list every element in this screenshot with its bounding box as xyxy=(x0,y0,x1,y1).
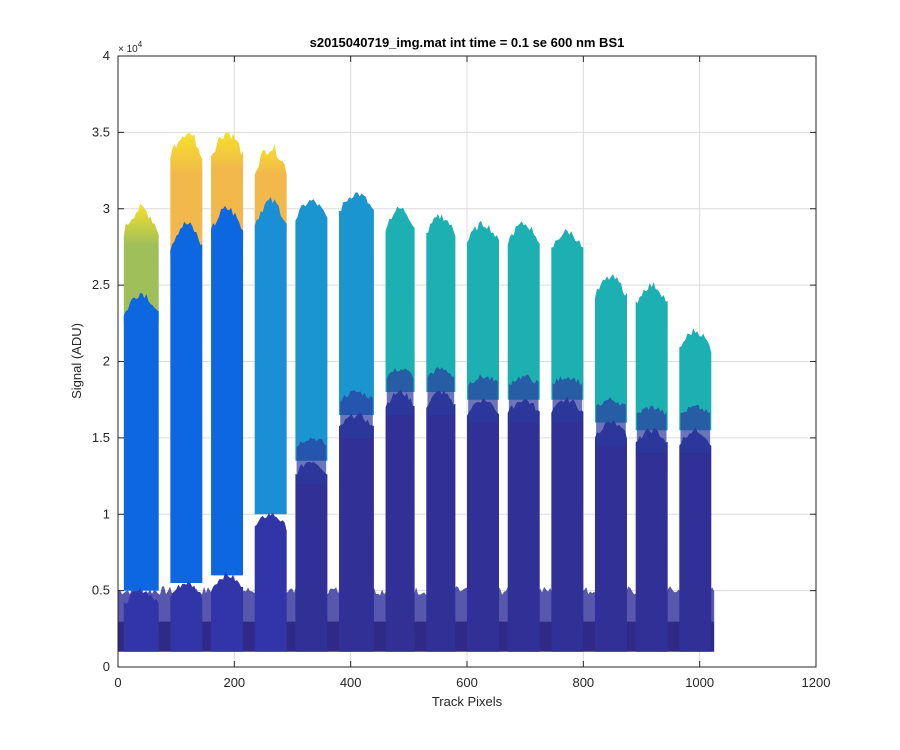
track-13 xyxy=(635,282,668,652)
y-tick-label-3: 1.5 xyxy=(92,430,110,445)
track-13-mid xyxy=(636,405,667,454)
track-10-low xyxy=(507,399,540,652)
track-1-low xyxy=(123,588,159,652)
track-7-mid xyxy=(386,367,414,415)
chart-title: s2015040719_img.mat int time = 0.1 se 60… xyxy=(310,35,625,50)
y-tick-label-7: 3.5 xyxy=(92,124,110,139)
track-12 xyxy=(594,274,627,652)
track-2-blue xyxy=(170,221,203,583)
track-6 xyxy=(339,192,374,652)
track-12-low xyxy=(594,420,627,652)
y-exponent-label: × 104 xyxy=(118,40,143,55)
track-8-mid xyxy=(427,367,455,415)
track-9-mid xyxy=(468,374,498,423)
track-3 xyxy=(211,132,244,652)
track-2-low xyxy=(170,581,203,652)
track-9-low xyxy=(467,398,499,652)
y-tick-label-6: 3 xyxy=(103,201,110,216)
x-axis-label: Track Pixels xyxy=(432,694,503,709)
y-tick-label-5: 2.5 xyxy=(92,277,110,292)
track-6-low xyxy=(339,412,374,652)
track-10-body xyxy=(507,221,540,400)
track-6-mid xyxy=(340,390,373,438)
x-tick-label-4: 800 xyxy=(572,675,594,690)
x-tick-label-0: 0 xyxy=(114,675,121,690)
track-13-body xyxy=(635,282,668,431)
track-14-body xyxy=(679,328,712,431)
track-5-mid xyxy=(296,437,327,484)
y-tick-label-2: 1 xyxy=(103,506,110,521)
track-8-body xyxy=(426,214,456,393)
track-10 xyxy=(507,221,540,652)
x-tick-label-6: 1200 xyxy=(802,675,831,690)
y-exponent-base: × 10 xyxy=(118,44,138,55)
y-tick-label-4: 2 xyxy=(103,354,110,369)
track-1-peak xyxy=(123,203,159,324)
track-4-low xyxy=(254,512,287,652)
track-8-low xyxy=(426,390,456,652)
track-7 xyxy=(385,206,415,652)
track-2-peak xyxy=(170,132,203,255)
y-axis-label: Signal (ADU) xyxy=(69,323,84,399)
track-4 xyxy=(254,144,287,652)
track-7-body xyxy=(385,206,415,393)
track-14-mid xyxy=(680,404,711,454)
track-10-mid xyxy=(508,374,539,423)
track-11 xyxy=(551,229,584,652)
track-6-body xyxy=(339,192,374,415)
track-1-blue xyxy=(123,293,159,591)
y-tick-label-1: 0.5 xyxy=(92,583,110,598)
track-9 xyxy=(467,220,499,652)
track-5-body xyxy=(295,199,328,461)
track-3-blue xyxy=(211,205,244,576)
x-axis-ticks: 0 200 400 600 800 1000 1200 xyxy=(114,56,830,690)
y-exponent-power: 4 xyxy=(138,40,143,49)
track-14-low xyxy=(679,427,712,652)
track-5 xyxy=(295,199,328,652)
track-11-body xyxy=(551,229,584,400)
track-11-mid xyxy=(552,376,583,423)
track-3-low xyxy=(211,572,244,652)
x-tick-label-1: 200 xyxy=(223,675,245,690)
x-tick-label-5: 1000 xyxy=(685,675,714,690)
track-1 xyxy=(123,203,159,652)
track-11-low xyxy=(551,396,584,652)
track-9-body xyxy=(467,220,499,400)
y-tick-label-8: 4 xyxy=(103,48,110,63)
track-2 xyxy=(170,132,203,652)
track-3-peak xyxy=(211,132,244,240)
y-tick-label-0: 0 xyxy=(103,659,110,674)
track-13-low xyxy=(635,428,668,652)
y-axis-ticks: 0 0.5 1 1.5 2 2.5 3 3.5 4 xyxy=(92,48,816,674)
track-12-mid xyxy=(596,397,626,446)
track-5-low xyxy=(295,461,328,652)
track-14 xyxy=(679,328,712,652)
plot-area xyxy=(118,132,715,652)
track-4-blue xyxy=(254,197,287,515)
x-tick-label-2: 400 xyxy=(340,675,362,690)
x-tick-label-3: 600 xyxy=(456,675,478,690)
track-7-low xyxy=(385,389,415,652)
track-12-body xyxy=(594,274,627,423)
track-8 xyxy=(426,214,456,652)
